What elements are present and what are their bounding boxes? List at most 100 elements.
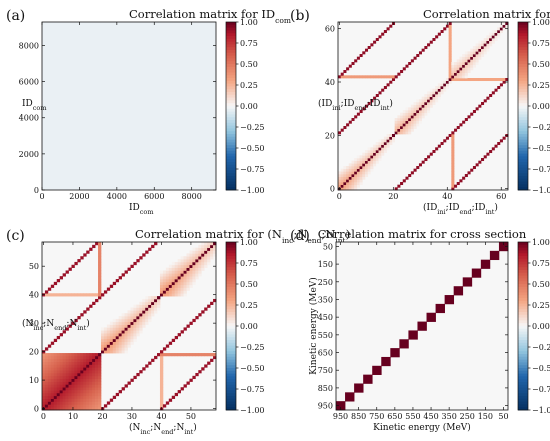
- heatmap-cell: [89, 247, 93, 251]
- heatmap-cell: [130, 335, 134, 340]
- heatmap-cell: [397, 128, 401, 132]
- heatmap-cell: [424, 99, 428, 103]
- heatmap-cell: [89, 304, 93, 308]
- heatmap-cell: [467, 78, 471, 82]
- heatmap-cell: [127, 327, 131, 331]
- heatmap-cell: [354, 383, 364, 393]
- heatmap-cell: [383, 139, 387, 143]
- colorbar-segment: [518, 314, 528, 318]
- heatmap-cell: [159, 273, 164, 277]
- heatmap-cell: [356, 171, 360, 175]
- heatmap-cell: [445, 86, 449, 90]
- heatmap-cell: [98, 361, 102, 365]
- heatmap-cell: [400, 70, 404, 74]
- heatmap-cell: [83, 355, 87, 360]
- heatmap-cell: [189, 281, 193, 286]
- heatmap-cell: [443, 139, 447, 143]
- heatmap-cell: [351, 75, 355, 79]
- colorbar-segment: [518, 72, 528, 76]
- heatmap-cell: [364, 158, 369, 162]
- heatmap-cell: [77, 370, 81, 374]
- heatmap-cell: [186, 324, 190, 328]
- heatmap-cell: [499, 78, 503, 82]
- colorbar-segment: [518, 401, 528, 405]
- heatmap-cell: [198, 273, 202, 277]
- heatmap-cell: [83, 401, 87, 405]
- colorbar-segment: [226, 86, 236, 90]
- y-tick-label: 0: [34, 405, 39, 414]
- heatmap-cell: [451, 184, 455, 188]
- heatmap-cell: [362, 51, 366, 55]
- heatmap-cell: [201, 261, 205, 266]
- colorbar-segment: [226, 108, 236, 112]
- heatmap-cell: [389, 134, 393, 138]
- heatmap-cell: [62, 358, 66, 362]
- heatmap-cell: [189, 253, 193, 257]
- heatmap-cell: [139, 307, 143, 311]
- heatmap-cell: [65, 270, 69, 274]
- heatmap-cell: [451, 64, 455, 68]
- heatmap-cell: [370, 99, 374, 103]
- heatmap-cell: [494, 30, 498, 34]
- heatmap-cell: [115, 350, 120, 354]
- heatmap-cell: [497, 35, 501, 39]
- heatmap-cell: [456, 67, 460, 71]
- heatmap-cell: [98, 372, 102, 377]
- heatmap-cell: [462, 72, 466, 76]
- colorbar-segment: [518, 331, 528, 335]
- heatmap-cell: [47, 344, 52, 348]
- heatmap-cell: [427, 155, 431, 159]
- heatmap-cell: [475, 56, 479, 60]
- heatmap-cell: [367, 147, 371, 151]
- heatmap-cell: [165, 353, 170, 357]
- heatmap-cell: [354, 59, 358, 63]
- heatmap-cell: [103, 333, 108, 337]
- heatmap-cell: [115, 324, 120, 328]
- heatmap-cell: [168, 273, 173, 277]
- heatmap-cell: [391, 136, 396, 140]
- heatmap-cell: [432, 94, 436, 98]
- heatmap-cell: [42, 404, 46, 408]
- heatmap-cell: [118, 335, 122, 340]
- heatmap-cell: [121, 333, 125, 337]
- x-tick-label: 30: [127, 412, 137, 421]
- heatmap-cell: [118, 347, 122, 351]
- colorbar-segment: [226, 270, 236, 274]
- heatmap-cell: [354, 179, 358, 183]
- heatmap-cell: [408, 128, 412, 132]
- heatmap-cell: [180, 270, 184, 274]
- colorbar-segment: [226, 187, 236, 191]
- heatmap-cell: [195, 372, 199, 377]
- colorbar-segment: [518, 120, 528, 124]
- heatmap-cell: [410, 126, 414, 130]
- heatmap-cell: [408, 126, 412, 130]
- heatmap-cell: [136, 304, 140, 308]
- heatmap-cell: [481, 48, 485, 52]
- heatmap-cell: [103, 290, 108, 294]
- heatmap-cell: [50, 392, 55, 397]
- heatmap-cell: [139, 324, 143, 328]
- heatmap-cell: [115, 327, 120, 331]
- heatmap-cell: [174, 287, 179, 291]
- heatmap-cell: [494, 35, 498, 39]
- heatmap-cell: [400, 112, 404, 116]
- heatmap-cell: [454, 64, 458, 68]
- heatmap-cell: [400, 123, 404, 127]
- heatmap-cell: [389, 142, 393, 146]
- heatmap-cell: [133, 324, 137, 328]
- heatmap-cell: [148, 304, 152, 308]
- heatmap-cell: [145, 321, 149, 325]
- colorbar-segment: [518, 300, 528, 304]
- heatmap-cell: [42, 355, 46, 360]
- x-tick-label: 350: [442, 412, 457, 421]
- y-tick-label: 750: [318, 366, 333, 375]
- heatmap-cell: [389, 136, 393, 140]
- heatmap-cell: [373, 158, 377, 162]
- colorbar-segment: [518, 289, 528, 293]
- heatmap-cell: [381, 32, 385, 36]
- colorbar-segment: [518, 58, 528, 62]
- heatmap-cell: [142, 310, 146, 314]
- heatmap-cell: [112, 335, 117, 340]
- heatmap-cell: [424, 46, 428, 50]
- heatmap-cell: [195, 353, 199, 357]
